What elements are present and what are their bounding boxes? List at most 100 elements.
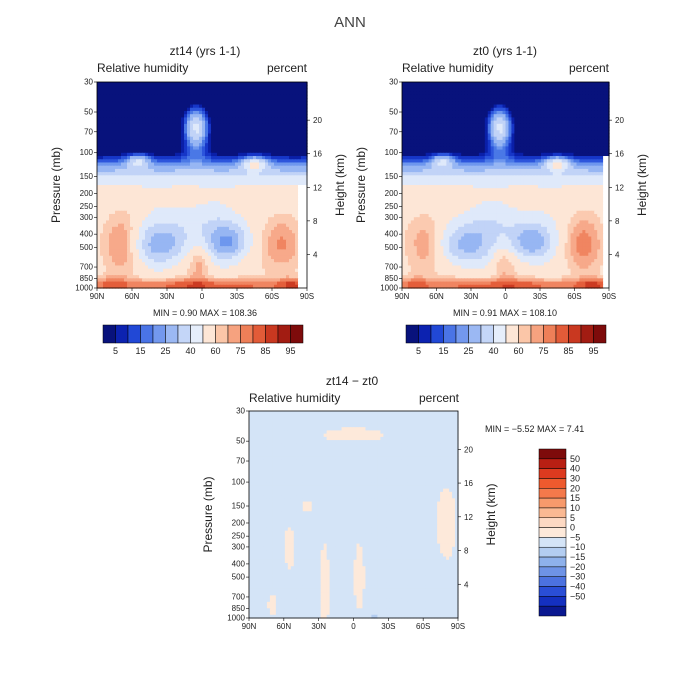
heatmap-cell bbox=[247, 181, 251, 186]
heatmap-cell bbox=[115, 175, 119, 180]
heatmap-cell bbox=[127, 88, 131, 93]
heatmap-cell bbox=[130, 127, 134, 131]
heatmap-cell bbox=[226, 165, 230, 170]
heatmap-cell bbox=[169, 188, 173, 193]
heatmap-cell bbox=[184, 143, 188, 147]
heatmap-cell bbox=[298, 85, 302, 90]
heatmap-cell bbox=[280, 85, 284, 90]
heatmap-cell bbox=[208, 149, 212, 154]
heatmap-cell bbox=[202, 85, 206, 90]
heatmap-cell bbox=[181, 82, 185, 86]
heatmap-cell bbox=[100, 110, 104, 115]
heatmap-cell bbox=[178, 94, 182, 99]
heatmap-cell bbox=[259, 178, 263, 183]
heatmap-cell bbox=[115, 85, 119, 90]
heatmap-cell bbox=[139, 114, 143, 119]
heatmap-cell bbox=[124, 204, 128, 209]
heatmap-cell bbox=[124, 120, 128, 125]
heatmap-cell bbox=[130, 191, 134, 196]
heatmap-cell bbox=[157, 139, 161, 144]
heatmap-cell bbox=[265, 220, 269, 225]
heatmap-cell bbox=[133, 220, 137, 225]
heatmap-cell bbox=[232, 120, 236, 125]
heatmap-cell bbox=[130, 185, 134, 189]
heatmap-cell bbox=[238, 210, 242, 215]
heatmap-cell bbox=[175, 204, 179, 209]
heatmap-cell bbox=[172, 204, 176, 209]
heatmap-cell bbox=[178, 201, 182, 205]
heatmap-cell bbox=[109, 82, 113, 86]
heatmap-cell bbox=[160, 149, 164, 154]
heatmap-cell bbox=[274, 91, 278, 96]
heatmap-cell bbox=[163, 136, 167, 141]
heatmap-cell bbox=[298, 146, 302, 151]
heatmap-cell bbox=[226, 114, 230, 119]
heatmap-cell bbox=[262, 213, 266, 218]
heatmap-cell bbox=[163, 149, 167, 154]
heatmap-cell bbox=[127, 178, 131, 183]
heatmap-cell bbox=[169, 94, 173, 99]
heatmap-cell bbox=[277, 223, 281, 228]
heatmap-cell bbox=[118, 207, 122, 212]
heatmap-cell bbox=[244, 143, 248, 147]
heatmap-cell bbox=[127, 162, 131, 167]
heatmap-cell bbox=[118, 143, 122, 147]
heatmap-cell bbox=[166, 204, 170, 209]
heatmap-cell bbox=[139, 94, 143, 99]
heatmap-cell bbox=[109, 94, 113, 99]
heatmap-cell bbox=[190, 172, 194, 176]
heatmap-cell bbox=[295, 88, 299, 93]
heatmap-cell bbox=[253, 188, 257, 193]
heatmap-cell bbox=[175, 223, 179, 228]
heatmap-cell bbox=[292, 127, 296, 131]
heatmap-cell bbox=[214, 223, 218, 228]
heatmap-cell bbox=[232, 162, 236, 167]
heatmap-cell bbox=[220, 178, 224, 183]
heatmap-cell bbox=[118, 175, 122, 180]
colorbar-swatch bbox=[190, 324, 204, 344]
heatmap-cell bbox=[130, 194, 134, 199]
heatmap-cell bbox=[175, 88, 179, 93]
heatmap-cell bbox=[232, 94, 236, 99]
heatmap-cell bbox=[280, 152, 284, 157]
heatmap-cell bbox=[220, 162, 224, 167]
heatmap-cell bbox=[178, 149, 182, 154]
heatmap-cell bbox=[172, 168, 176, 173]
heatmap-cell bbox=[118, 139, 122, 144]
heatmap-cell bbox=[286, 194, 290, 199]
heatmap-cell bbox=[259, 210, 263, 215]
heatmap-cell bbox=[277, 110, 281, 115]
heatmap-cell bbox=[286, 91, 290, 96]
heatmap-cell bbox=[163, 88, 167, 93]
heatmap-cell bbox=[220, 210, 224, 215]
heatmap-cell bbox=[232, 133, 236, 138]
heatmap-cell bbox=[193, 107, 197, 112]
heatmap-cell bbox=[280, 139, 284, 144]
heatmap-cell bbox=[226, 110, 230, 115]
heatmap-cell bbox=[178, 98, 182, 102]
heatmap-cell bbox=[190, 149, 194, 154]
heatmap-cell bbox=[292, 117, 296, 122]
heatmap-cell bbox=[154, 210, 158, 215]
heatmap-cell bbox=[160, 152, 164, 157]
heatmap-cell bbox=[142, 82, 146, 86]
heatmap-cell bbox=[133, 104, 137, 109]
heatmap-cell bbox=[193, 110, 197, 115]
heatmap-cell bbox=[121, 120, 125, 125]
heatmap-cell bbox=[130, 117, 134, 122]
heatmap-cell bbox=[145, 213, 149, 218]
heatmap-cell bbox=[139, 172, 143, 176]
heatmap-cell bbox=[253, 220, 257, 225]
heatmap-cell bbox=[298, 127, 302, 131]
heatmap-cell bbox=[220, 197, 224, 202]
heatmap-cell bbox=[232, 88, 236, 93]
heatmap-cell bbox=[115, 136, 119, 141]
heatmap-cell bbox=[100, 191, 104, 196]
heatmap-cell bbox=[292, 162, 296, 167]
heatmap-cell bbox=[226, 146, 230, 151]
heatmap-cell bbox=[292, 178, 296, 183]
heatmap-cell bbox=[142, 162, 146, 167]
heatmap-cell bbox=[163, 159, 167, 164]
heatmap-cell bbox=[112, 123, 116, 128]
heatmap-cell bbox=[259, 165, 263, 170]
